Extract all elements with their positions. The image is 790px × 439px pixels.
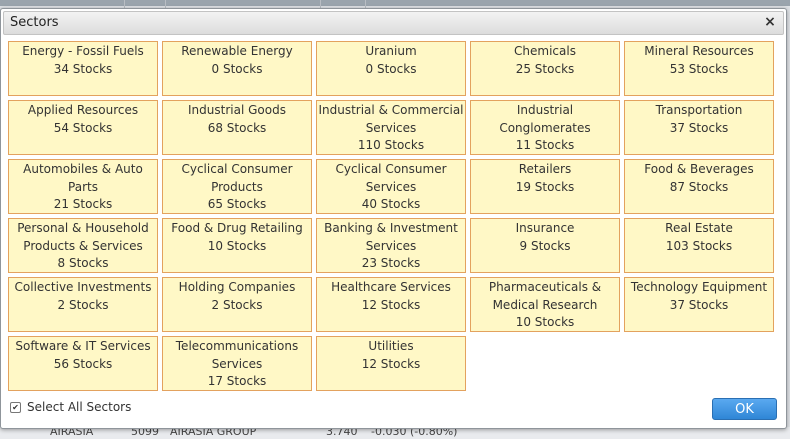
sector-name: Industrial Conglomerates <box>499 103 591 135</box>
bg-row-name: AIRASIA <box>50 427 94 438</box>
select-all-checkbox[interactable]: ✔ Select All Sectors <box>10 400 131 414</box>
sector-stock-count: 10 Stocks <box>515 315 575 329</box>
bg-row-price: 3.740 <box>326 427 358 438</box>
sector-name: Cyclical Consumer Services <box>335 162 447 194</box>
sector-name: Healthcare Services <box>331 280 451 294</box>
sector-tile[interactable]: Industrial Goods 68 Stocks <box>162 100 312 155</box>
sector-name: Insurance <box>515 221 575 235</box>
sector-name: Technology Equipment <box>630 280 768 294</box>
sector-tile[interactable]: Banking & Investment Services 23 Stocks <box>316 218 466 273</box>
sector-tile[interactable]: Renewable Energy 0 Stocks <box>162 41 312 96</box>
sector-tile[interactable]: Automobiles & Auto Parts 21 Stocks <box>8 159 158 214</box>
sector-stock-count: 65 Stocks <box>207 197 267 211</box>
sector-tile[interactable]: Healthcare Services 12 Stocks <box>316 277 466 332</box>
close-icon[interactable]: × <box>764 14 776 30</box>
sector-stock-count: 19 Stocks <box>515 179 575 194</box>
sector-stock-count: 103 Stocks <box>665 238 733 253</box>
select-all-label: Select All Sectors <box>27 400 132 414</box>
sector-stock-count: 23 Stocks <box>361 256 421 270</box>
sector-tile[interactable]: Pharmaceuticals & Medical Research 10 Sto… <box>470 277 620 332</box>
sector-stock-count: 2 Stocks <box>211 297 263 312</box>
sector-name: Software & IT Services <box>15 339 151 353</box>
sector-name: Chemicals <box>514 44 576 58</box>
sector-name: Industrial & Commercial Services <box>318 103 464 135</box>
sector-tile[interactable]: Utilities 12 Stocks <box>316 336 466 391</box>
sector-tile[interactable]: Applied Resources 54 Stocks <box>8 100 158 155</box>
sector-stock-count: 87 Stocks <box>669 179 729 194</box>
sector-stock-count: 37 Stocks <box>669 120 729 135</box>
sector-name: Automobiles & Auto Parts <box>23 162 143 194</box>
sector-tile[interactable]: Real Estate 103 Stocks <box>624 218 774 273</box>
sector-name: Industrial Goods <box>188 103 286 117</box>
sector-tile[interactable]: Energy - Fossil Fuels 34 Stocks <box>8 41 158 96</box>
sectors-dialog: Sectors × Energy - Fossil Fuels 34 Stocks… <box>0 8 787 429</box>
sector-tile[interactable]: Technology Equipment 37 Stocks <box>624 277 774 332</box>
sector-name: Retailers <box>518 162 572 176</box>
sector-name: Collective Investments <box>14 280 152 294</box>
sector-name: Utilities <box>368 339 414 353</box>
sector-tile[interactable]: Cyclical Consumer Services 40 Stocks <box>316 159 466 214</box>
sector-name: Mineral Resources <box>644 44 754 58</box>
sector-stock-count: 12 Stocks <box>361 297 421 312</box>
sector-tile[interactable]: Software & IT Services 56 Stocks <box>8 336 158 391</box>
sector-name: Uranium <box>365 44 417 58</box>
sector-stock-count: 40 Stocks <box>361 197 421 211</box>
sector-stock-count: 53 Stocks <box>669 61 729 76</box>
sector-stock-count: 21 Stocks <box>53 197 113 211</box>
sector-name: Renewable Energy <box>181 44 293 58</box>
sector-stock-count: 17 Stocks <box>207 374 267 388</box>
bg-row-change: -0.030 (-0.80%) <box>371 427 458 438</box>
sector-name: Holding Companies <box>178 280 296 294</box>
sector-stock-count: 12 Stocks <box>361 356 421 371</box>
sector-tile[interactable]: Telecommunications Services 17 Stocks <box>162 336 312 391</box>
sector-tile[interactable]: Insurance 9 Stocks <box>470 218 620 273</box>
sector-name: Telecommunications Services <box>175 339 299 371</box>
checkmark-icon[interactable]: ✔ <box>10 401 21 413</box>
sector-stock-count: 34 Stocks <box>53 61 113 76</box>
sector-stock-count: 2 Stocks <box>57 297 109 312</box>
dialog-title: Sectors <box>10 15 59 30</box>
sector-tile[interactable]: Transportation 37 Stocks <box>624 100 774 155</box>
sector-tile[interactable]: Collective Investments 2 Stocks <box>8 277 158 332</box>
sector-stock-count: 25 Stocks <box>515 61 575 76</box>
sector-tile[interactable]: Uranium 0 Stocks <box>316 41 466 96</box>
sector-tile[interactable]: Industrial Conglomerates 11 Stocks <box>470 100 620 155</box>
sector-tile[interactable]: Food & Beverages 87 Stocks <box>624 159 774 214</box>
sector-name: Transportation <box>655 103 743 117</box>
sector-name: Energy - Fossil Fuels <box>22 44 144 58</box>
sector-stock-count: 0 Stocks <box>211 61 263 76</box>
sector-name: Pharmaceuticals & Medical Research <box>488 280 602 312</box>
ok-button[interactable]: OK <box>712 398 777 420</box>
sector-name: Banking & Investment Services <box>324 221 458 253</box>
sector-stock-count: 54 Stocks <box>53 120 113 135</box>
sector-tile[interactable]: Industrial & Commercial Services 110 Stoc… <box>316 100 466 155</box>
sector-stock-count: 9 Stocks <box>519 238 571 253</box>
sector-tile[interactable]: Retailers 19 Stocks <box>470 159 620 214</box>
sector-stock-count: 68 Stocks <box>207 120 267 135</box>
bg-row-company: AIRASIA GROUP <box>170 427 257 438</box>
dialog-titlebar: Sectors × <box>3 11 784 35</box>
sector-stock-count: 11 Stocks <box>515 138 575 152</box>
sector-tile[interactable]: Mineral Resources 53 Stocks <box>624 41 774 96</box>
sector-name: Personal & Household Products & Services <box>17 221 149 253</box>
sector-name: Food & Drug Retailing <box>171 221 303 235</box>
sector-name: Food & Beverages <box>644 162 754 176</box>
sector-stock-count: 37 Stocks <box>669 297 729 312</box>
sector-name: Cyclical Consumer Products <box>181 162 293 194</box>
sector-stock-count: 0 Stocks <box>365 61 417 76</box>
sector-tile[interactable]: Chemicals 25 Stocks <box>470 41 620 96</box>
sector-tile[interactable]: Cyclical Consumer Products 65 Stocks <box>162 159 312 214</box>
sector-stock-count: 8 Stocks <box>57 256 109 270</box>
sector-name: Real Estate <box>665 221 733 235</box>
sector-name: Applied Resources <box>27 103 139 117</box>
sector-stock-count: 56 Stocks <box>53 356 113 371</box>
sector-tile[interactable]: Food & Drug Retailing 10 Stocks <box>162 218 312 273</box>
bg-row-code: 5099 <box>131 427 159 438</box>
backdrop-header-stripe <box>0 0 790 6</box>
background-table-row: AIRASIA 5099 AIRASIA GROUP 3.740 -0.030 … <box>0 427 790 439</box>
sector-stock-count: 10 Stocks <box>207 238 267 253</box>
sector-tile[interactable]: Holding Companies 2 Stocks <box>162 277 312 332</box>
sector-tile[interactable]: Personal & Household Products & Services… <box>8 218 158 273</box>
sector-stock-count: 110 Stocks <box>357 138 425 152</box>
